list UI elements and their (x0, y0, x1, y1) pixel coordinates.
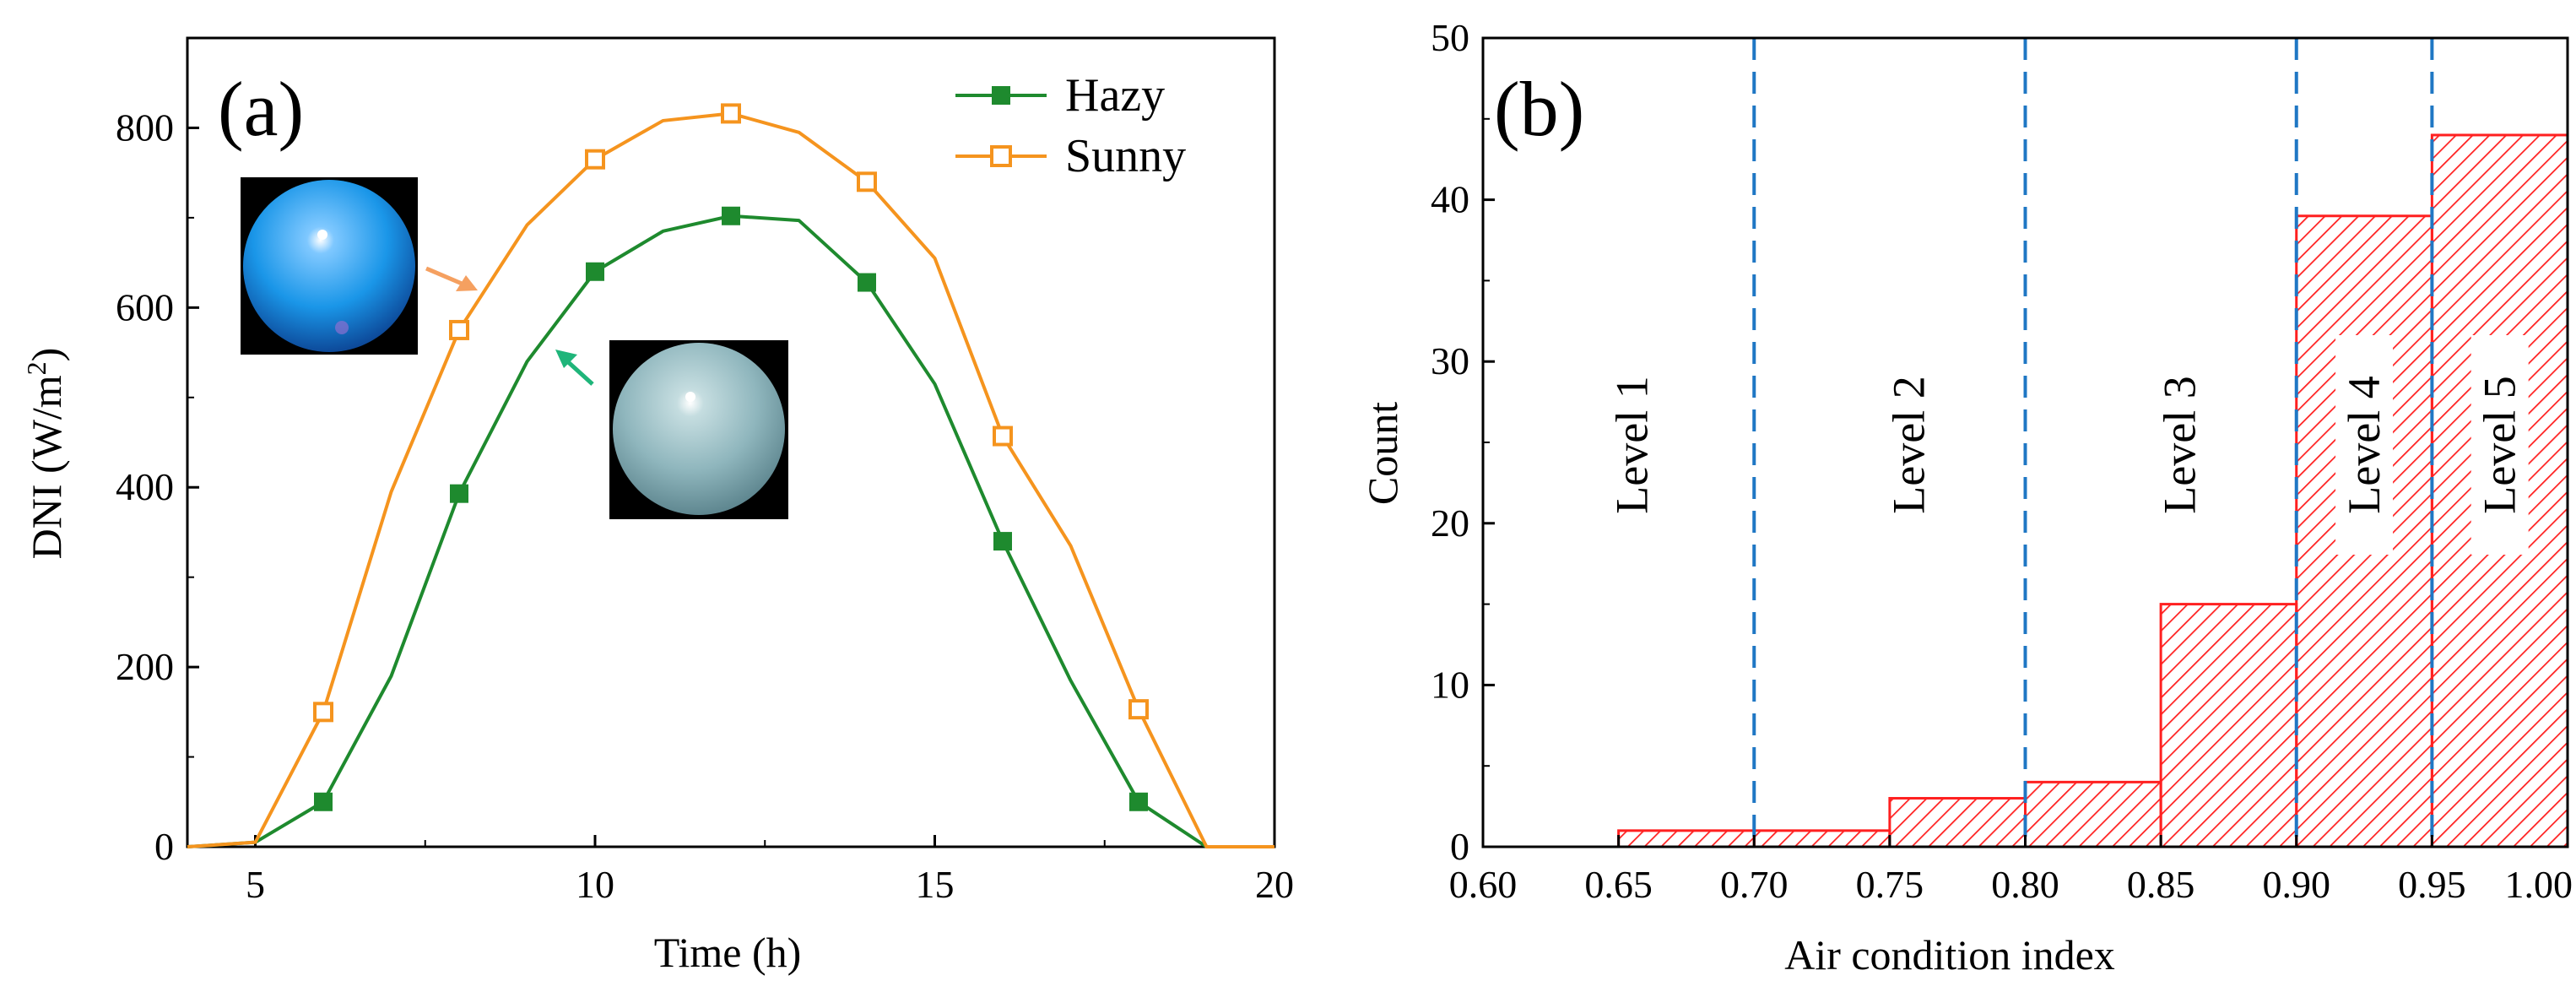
panel-a-x-axis-title: Time (h) (654, 929, 802, 976)
level-label-background (2470, 335, 2529, 555)
level-label: Level 5 (2475, 376, 2525, 513)
x-tick-label: 0.70 (1720, 863, 1789, 906)
panel-b-y-axis-title: Count (1359, 402, 1406, 505)
y-tick-label: 800 (116, 106, 174, 149)
x-tick-label: 0.65 (1584, 863, 1653, 906)
panel-a-x-ticks: 5 10 15 20 (246, 835, 1294, 906)
sunny-sky-image (241, 177, 418, 355)
level-label-group: Level 3 (2151, 335, 2209, 555)
y-tick-label: 50 (1431, 16, 1469, 59)
sunny-arrow (425, 266, 478, 291)
panel-a-series (187, 103, 1274, 848)
data-point-sunny (585, 149, 605, 170)
x-tick-label: 10 (576, 863, 614, 906)
x-tick-label: 20 (1255, 863, 1294, 906)
panel-b-level-labels: Level 1 Level 2 Level 3 Level 4 Level 5 (1603, 335, 2529, 555)
level-label-group: Level 1 (1603, 335, 1661, 555)
x-tick-label: 0.85 (2127, 863, 2195, 906)
y-tick-label: 600 (116, 285, 174, 328)
data-point-hazy (586, 262, 604, 281)
panel-a-plot-frame (186, 36, 1276, 848)
y-tick-label: 10 (1431, 663, 1469, 706)
panel-b-x-axis-title: Air condition index (1784, 931, 2115, 978)
histogram-bar (2159, 603, 2298, 848)
panel-b-bars (1617, 133, 2569, 848)
data-point-hazy (1129, 792, 1148, 811)
histogram-bar (1888, 797, 2027, 848)
y-tick-label: 40 (1431, 178, 1469, 221)
hazy-sky-image (609, 340, 788, 519)
level-label: Level 1 (1607, 376, 1658, 513)
series-sunny (187, 103, 1274, 848)
histogram-bar (1752, 829, 1891, 848)
panel-b-histogram: Level 1 Level 2 Level 3 Level 4 Level 5 0 10 2… (1359, 16, 2573, 978)
x-tick-label: 0.60 (1449, 863, 1518, 906)
level-label-group: Level 5 (2470, 335, 2529, 555)
data-point-hazy (858, 273, 876, 292)
x-tick-label: 0.95 (2398, 863, 2466, 906)
level-label-group: Level 4 (2335, 335, 2394, 555)
data-point-sunny (721, 103, 741, 124)
data-point-hazy (722, 206, 740, 225)
data-point-sunny (857, 171, 877, 192)
data-point-hazy (993, 532, 1012, 551)
legend-label-sunny: Sunny (1065, 130, 1186, 182)
x-tick-label: 15 (916, 863, 955, 906)
level-label-group: Level 2 (1880, 335, 1938, 555)
data-point-sunny (1128, 699, 1149, 720)
panel-a-legend: Hazy Sunny (955, 69, 1186, 182)
legend-item-hazy: Hazy (955, 69, 1165, 122)
x-tick-label: 0.90 (2263, 863, 2331, 906)
data-point-hazy (450, 484, 468, 503)
level-label-background (2151, 335, 2209, 555)
panel-label-a: (a) (218, 66, 304, 152)
series-hazy (187, 206, 1274, 848)
legend-label-hazy: Hazy (1065, 69, 1165, 122)
level-label: Level 3 (2155, 376, 2205, 513)
x-tick-label: 5 (246, 863, 265, 906)
legend-item-sunny: Sunny (955, 130, 1186, 182)
y-tick-label: 400 (116, 465, 174, 508)
panel-b-x-ticks: 0.60 0.65 0.70 0.75 0.80 0.85 0.90 0.95 1.00 (1449, 835, 2573, 906)
panel-label-b: (b) (1494, 66, 1584, 152)
y-tick-label: 0 (154, 825, 174, 868)
y-tick-label: 200 (116, 645, 174, 688)
level-label: Level 4 (2339, 376, 2389, 513)
panel-a-y-ticks: 0 200 400 600 800 (116, 106, 199, 868)
y-tick-label: 0 (1450, 825, 1469, 868)
data-point-sunny (313, 702, 333, 723)
data-point-sunny (449, 319, 469, 340)
panel-b-y-ticks: 0 10 20 30 40 50 (1431, 16, 1495, 868)
data-point-hazy (314, 792, 333, 811)
level-label-background (2335, 335, 2394, 555)
y-tick-label: 20 (1431, 501, 1469, 545)
panel-a-y-axis-title: DNI (W/m2) (21, 348, 70, 560)
histogram-bar (1617, 829, 1756, 848)
hazy-arrow (555, 350, 594, 386)
x-tick-label: 0.80 (1991, 863, 2059, 906)
data-point-sunny (993, 426, 1013, 447)
level-label-background (1880, 335, 1938, 555)
x-tick-label: 1.00 (2505, 863, 2573, 906)
level-label-background (1603, 335, 1661, 555)
level-label: Level 2 (1883, 376, 1934, 513)
histogram-bar (2024, 780, 2162, 848)
y-tick-label: 30 (1431, 339, 1469, 382)
x-tick-label: 0.75 (1856, 863, 1924, 906)
